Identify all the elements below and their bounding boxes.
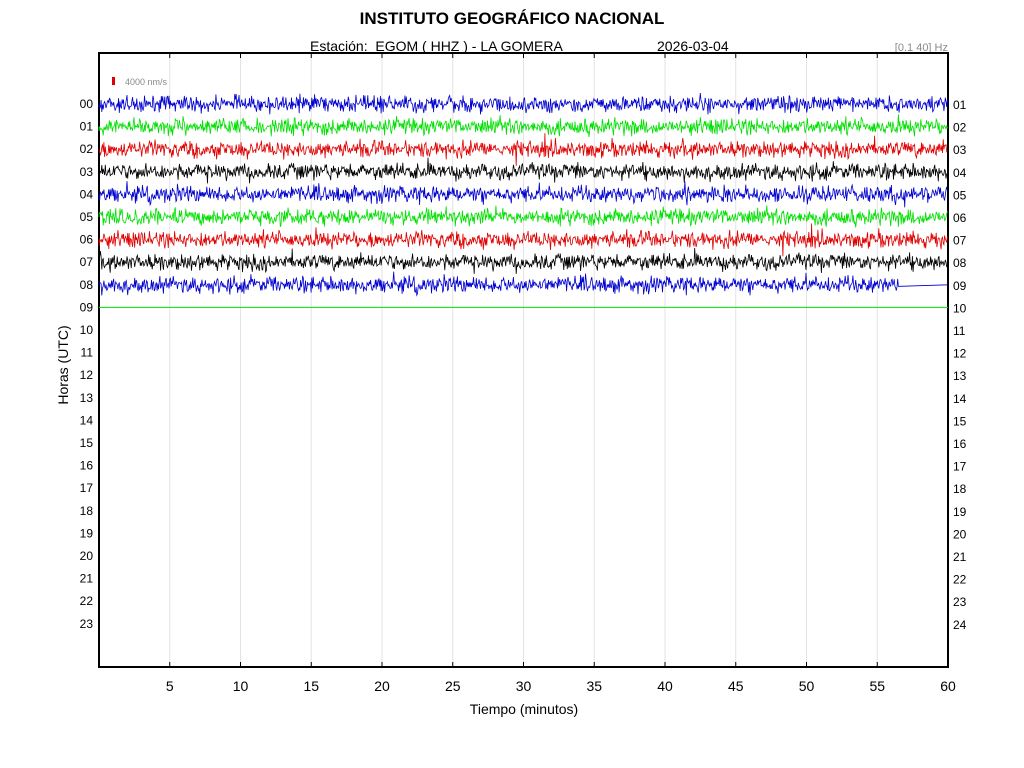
hour-label-right: 04 bbox=[953, 166, 967, 180]
x-tick-label: 50 bbox=[799, 678, 815, 694]
hour-label-left: 18 bbox=[80, 504, 94, 518]
hour-label-right: 08 bbox=[953, 256, 967, 270]
hour-label-left: 09 bbox=[80, 300, 94, 314]
trace-hour-00 bbox=[98, 92, 948, 115]
hour-label-right: 14 bbox=[953, 392, 967, 406]
trace-hour-01 bbox=[98, 114, 948, 138]
hour-label-left: 02 bbox=[80, 142, 94, 156]
hour-label-left: 14 bbox=[80, 413, 94, 427]
hour-label-right: 09 bbox=[953, 279, 967, 293]
hour-label-right: 05 bbox=[953, 188, 967, 202]
institution-title: INSTITUTO GEOGRÁFICO NACIONAL bbox=[359, 9, 665, 28]
hour-label-left: 23 bbox=[80, 617, 94, 631]
hour-label-left: 05 bbox=[80, 210, 94, 224]
hour-label-right: 20 bbox=[953, 527, 967, 541]
hour-label-left: 17 bbox=[80, 481, 94, 495]
scale-bar bbox=[112, 77, 115, 85]
station-label: Estación: EGOM ( HHZ ) - LA GOMERA bbox=[310, 38, 563, 54]
hour-label-left: 06 bbox=[80, 233, 94, 247]
filter-band-label: [0.1 40] Hz bbox=[894, 42, 948, 54]
trace-hour-02 bbox=[98, 133, 948, 166]
x-tick-label: 5 bbox=[166, 678, 174, 694]
hour-label-right: 12 bbox=[953, 347, 967, 361]
x-tick-label: 55 bbox=[869, 678, 885, 694]
hour-label-left: 13 bbox=[80, 391, 94, 405]
hour-label-right: 19 bbox=[953, 505, 967, 519]
hour-label-left: 03 bbox=[80, 165, 94, 179]
hour-label-left: 08 bbox=[80, 278, 94, 292]
trace-hour-08 bbox=[98, 271, 949, 297]
hour-label-left: 19 bbox=[80, 526, 94, 540]
scale-bar-label: 4000 nm/s bbox=[125, 77, 168, 87]
hour-label-right: 06 bbox=[953, 211, 967, 225]
x-tick-label: 40 bbox=[657, 678, 673, 694]
hour-label-left: 10 bbox=[80, 323, 94, 337]
x-axis-label: Tiempo (minutos) bbox=[469, 701, 579, 717]
trace-hour-05 bbox=[98, 205, 948, 228]
hour-label-right: 13 bbox=[953, 369, 967, 383]
hour-label-left: 07 bbox=[80, 255, 94, 269]
trace-hour-03 bbox=[98, 157, 948, 184]
x-tick-label: 15 bbox=[303, 678, 319, 694]
hour-label-right: 10 bbox=[953, 301, 967, 315]
hour-label-left: 22 bbox=[80, 594, 94, 608]
hour-label-left: 12 bbox=[80, 368, 94, 382]
hour-label-right: 03 bbox=[953, 143, 967, 157]
hour-label-right: 11 bbox=[953, 324, 966, 338]
hour-label-left: 21 bbox=[80, 572, 94, 586]
x-tick-label: 45 bbox=[728, 678, 744, 694]
hour-label-right: 15 bbox=[953, 414, 967, 428]
trace-hour-04 bbox=[98, 181, 948, 208]
x-tick-label: 60 bbox=[940, 678, 956, 694]
hour-label-left: 16 bbox=[80, 459, 94, 473]
date-label: 2026-03-04 bbox=[657, 38, 729, 54]
hour-label-left: 20 bbox=[80, 549, 94, 563]
x-tick-label: 35 bbox=[586, 678, 602, 694]
hour-label-left: 15 bbox=[80, 436, 94, 450]
hour-label-left: 01 bbox=[80, 120, 94, 134]
hour-label-right: 07 bbox=[953, 234, 967, 248]
hour-label-left: 04 bbox=[80, 187, 94, 201]
x-tick-label: 20 bbox=[374, 678, 390, 694]
x-tick-label: 25 bbox=[445, 678, 461, 694]
hour-label-right: 01 bbox=[953, 98, 967, 112]
hour-label-right: 22 bbox=[953, 573, 967, 587]
x-tick-label: 10 bbox=[233, 678, 249, 694]
hour-label-right: 16 bbox=[953, 437, 967, 451]
hour-label-right: 18 bbox=[953, 482, 967, 496]
x-tick-label: 30 bbox=[516, 678, 532, 694]
hour-label-right: 23 bbox=[953, 595, 967, 609]
hour-label-right: 17 bbox=[953, 460, 967, 474]
hour-label-right: 24 bbox=[953, 618, 967, 632]
hour-label-right: 21 bbox=[953, 550, 967, 564]
hour-label-left: 00 bbox=[80, 97, 94, 111]
trace-hour-06 bbox=[98, 223, 948, 257]
hour-label-right: 02 bbox=[953, 121, 967, 135]
hour-label-left: 11 bbox=[81, 346, 94, 360]
trace-hour-07 bbox=[98, 247, 948, 274]
